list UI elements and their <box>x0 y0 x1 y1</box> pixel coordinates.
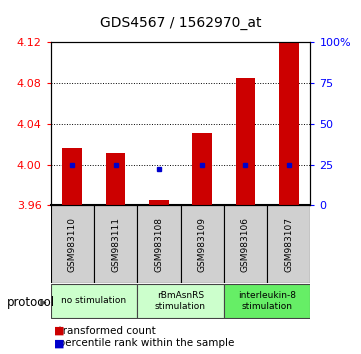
Bar <box>180 205 224 283</box>
Text: ■: ■ <box>54 326 65 336</box>
Bar <box>106 153 125 205</box>
Text: GDS4567 / 1562970_at: GDS4567 / 1562970_at <box>100 16 261 30</box>
Text: GSM983109: GSM983109 <box>198 217 206 272</box>
Bar <box>279 42 299 205</box>
Text: GSM983106: GSM983106 <box>241 217 250 272</box>
Bar <box>51 205 94 283</box>
Text: interleukin-8
stimulation: interleukin-8 stimulation <box>238 291 296 310</box>
Text: GSM983107: GSM983107 <box>284 217 293 272</box>
Bar <box>224 205 267 283</box>
Text: GSM983111: GSM983111 <box>111 217 120 272</box>
Bar <box>94 205 137 283</box>
Bar <box>137 284 224 318</box>
Bar <box>267 205 310 283</box>
Text: protocol: protocol <box>7 296 55 309</box>
Bar <box>236 78 255 205</box>
Text: GSM983110: GSM983110 <box>68 217 77 272</box>
Text: percentile rank within the sample: percentile rank within the sample <box>52 338 235 348</box>
Bar <box>149 200 169 205</box>
Text: GSM983108: GSM983108 <box>155 217 163 272</box>
Bar <box>224 284 310 318</box>
Text: transformed count: transformed count <box>52 326 156 336</box>
Text: ■: ■ <box>54 338 65 348</box>
Bar <box>62 148 82 205</box>
Text: rBmAsnRS
stimulation: rBmAsnRS stimulation <box>155 291 206 310</box>
Bar <box>192 133 212 205</box>
Bar <box>137 205 180 283</box>
Bar <box>51 284 137 318</box>
Text: no stimulation: no stimulation <box>61 296 126 306</box>
